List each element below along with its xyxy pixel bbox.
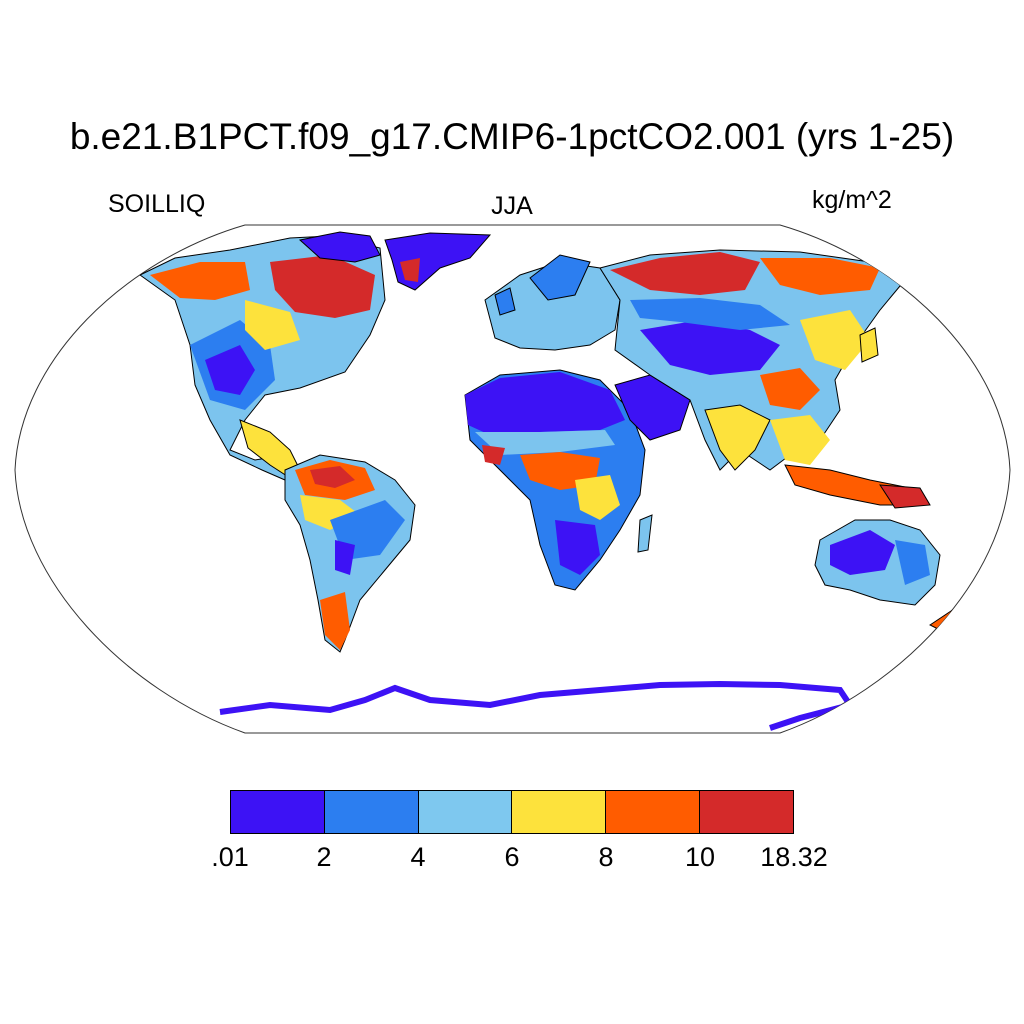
- sahel: [475, 430, 615, 455]
- australia-east: [895, 540, 930, 585]
- sahara: [465, 372, 625, 435]
- madagascar: [637, 514, 653, 553]
- colorbar-swatch-5: [700, 791, 793, 833]
- colorbar-tick-label: 8: [598, 842, 614, 872]
- china-wet: [760, 368, 820, 410]
- chart-title: b.e21.B1PCT.f09_g17.CMIP6-1pctCO2.001 (y…: [69, 116, 955, 157]
- colorbar-tick-label: 6: [504, 842, 520, 872]
- colorbar-swatch-3: [512, 791, 607, 833]
- colorbar-swatch-2: [418, 791, 513, 833]
- colorbar-tick-label: 10: [684, 842, 716, 872]
- se-asia: [770, 415, 830, 465]
- amazon-core: [310, 466, 355, 488]
- india: [704, 404, 771, 471]
- east-siberia: [760, 258, 880, 295]
- colorbar-tick-label: 18.32: [760, 842, 828, 872]
- variable-label: SOILLIQ: [108, 190, 206, 218]
- siberia-wet: [610, 252, 760, 295]
- east-asia-yellow: [800, 310, 870, 370]
- japan: [859, 327, 879, 363]
- colorbar-swatch-1: [324, 791, 419, 833]
- colorbar-tick-label: 2: [316, 842, 332, 872]
- scandinavia: [529, 254, 591, 301]
- season-label: JJA: [491, 192, 533, 220]
- new-guinea: [879, 484, 931, 509]
- west-africa-wet: [482, 445, 505, 465]
- central-asia-dry: [640, 320, 780, 375]
- colorbar-tick-label: .01: [211, 842, 249, 872]
- greenland-coast: [400, 258, 420, 282]
- patagonia: [320, 592, 350, 650]
- units-label: kg/m^2: [812, 186, 892, 214]
- east-africa-yellow: [575, 475, 620, 520]
- colorbar-swatch-4: [606, 791, 701, 833]
- canada-wet: [270, 255, 375, 318]
- alaska-wet: [150, 262, 250, 300]
- australia-dry: [830, 530, 895, 575]
- colorbar: [230, 790, 794, 834]
- antarctica: [219, 680, 855, 731]
- north-america-dry-core: [205, 345, 255, 395]
- arctic-islands: [298, 231, 381, 263]
- colorbar-labels: .01 2 4 6 8 10 18.32: [0, 842, 1024, 882]
- colorbar-swatch-0: [231, 791, 325, 833]
- uk: [494, 287, 516, 316]
- colorbar-tick-label: 4: [410, 842, 426, 872]
- kazakh-blue: [630, 298, 790, 330]
- southern-africa-dry: [555, 520, 600, 575]
- andes-dry: [335, 540, 355, 575]
- canada-yellow: [245, 300, 300, 350]
